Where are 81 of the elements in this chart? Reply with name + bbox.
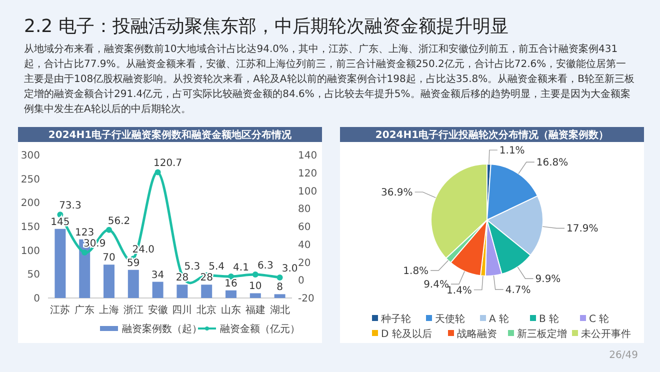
bar xyxy=(274,294,286,298)
data-label: 3.0 xyxy=(282,263,298,274)
x-tick-label: 上海 xyxy=(99,304,119,316)
legend-label: D 轮及以后 xyxy=(381,328,432,340)
y2-tick-label: -20 xyxy=(298,294,314,304)
legend-label: A 轮 xyxy=(489,313,510,325)
point xyxy=(228,273,234,280)
y2-tick-label: 40 xyxy=(298,240,311,251)
y-tick-label: 0 xyxy=(34,294,40,304)
legend-label: 未公开事件 xyxy=(581,328,631,340)
legend-label: 融资案例数（起） xyxy=(122,323,202,335)
data-label: 5.4 xyxy=(208,261,225,272)
legend-label: 战略融资 xyxy=(457,328,497,340)
bar xyxy=(201,284,212,298)
y2-tick-label: 140 xyxy=(298,150,318,162)
point xyxy=(154,169,161,176)
data-label: 6.3 xyxy=(257,260,274,272)
y-tick-label: 300 xyxy=(20,150,40,162)
y2-tick-label: 0 xyxy=(298,276,304,287)
x-tick-label: 浙江 xyxy=(123,304,144,316)
y-tick-label: 150 xyxy=(20,222,40,233)
legend-label: 新三板定增 xyxy=(517,328,567,340)
point xyxy=(252,271,258,278)
data-label: 56.2 xyxy=(108,216,130,227)
y-tick-label: 50 xyxy=(27,270,40,281)
chart-title: 2024H1电子行业投融轮次分布情况（融资案例数） xyxy=(375,129,609,141)
bar xyxy=(54,228,66,298)
x-tick-label: 福建 xyxy=(245,304,266,316)
data-label: 34 xyxy=(151,270,164,281)
data-label: 1.8% xyxy=(403,266,429,278)
x-tick-label: 山东 xyxy=(221,304,241,316)
y-tick-label: 100 xyxy=(20,246,40,257)
x-tick-label: 江苏 xyxy=(50,304,70,316)
bar xyxy=(104,264,114,298)
x-tick-label: 广东 xyxy=(74,304,95,316)
y2-tick-label: 60 xyxy=(298,222,311,233)
data-label: 36.9% xyxy=(381,188,413,199)
bar xyxy=(176,284,188,298)
text: 26/49 xyxy=(609,350,638,361)
data-label: 73.3 xyxy=(59,200,82,212)
data-label: 1.1% xyxy=(499,146,525,157)
point xyxy=(82,250,88,256)
data-label: 10 xyxy=(249,281,262,292)
legend-label: 种子轮 xyxy=(381,313,411,325)
legend-label: C 轮 xyxy=(589,313,610,325)
point xyxy=(276,274,283,280)
bar xyxy=(128,270,139,298)
data-label: 16.8% xyxy=(536,158,568,169)
x-tick-label: 安徽 xyxy=(148,304,168,316)
data-label: 1.4% xyxy=(446,285,472,296)
y2-tick-label: 120 xyxy=(298,168,318,180)
legend-label: 融资金额（亿元） xyxy=(220,323,300,335)
data-label: 59 xyxy=(127,258,140,269)
data-label: 5.3 xyxy=(184,261,200,272)
text: 从地域分布来看，融资案例数前10大地域合计占比达94.0%，其中，江苏、广东、上海、浙江和安徽位列前五，前五合计融资案例431起，合计占比77.9%。从融资金额来看，安徽、江苏和上海位列前三，前三合计融资金额250.2亿元，合计占比72.6%，安徽能位居第一主要是由于108亿股权融资影响。从投资轮次来看，A轮及A轮以前的融资案例合计198起，占比达35.8%。从融资金额来看，B轮至新三板定增的融资金额合计291.4亿元，占可实际比较融资金额的84.6%，占比较去年提升5%。融资金额后移的趋势明显，主要是因为大金额案例集中发生在A轮以后的中后期轮次。 xyxy=(24,42,636,117)
data-label: 9.9% xyxy=(535,274,561,286)
data-label: 120.7 xyxy=(153,158,182,170)
y2-tick-label: 80 xyxy=(298,204,311,216)
x-tick-label: 四川 xyxy=(172,304,192,316)
chart-title: 2024H1电子行业融资案例数和融资金额地区分布情况 xyxy=(48,129,293,141)
y2-tick-label: 100 xyxy=(298,186,318,198)
y-tick-label: 250 xyxy=(20,174,40,186)
point xyxy=(106,226,112,233)
y-tick-label: 200 xyxy=(20,198,40,210)
data-label: 17.9% xyxy=(566,224,598,235)
text: 2.2 电子：投融活动聚焦东部，中后期轮次融资金额提升明显 xyxy=(24,15,508,38)
data-label: 4.7% xyxy=(505,285,531,296)
bar xyxy=(226,290,236,298)
data-label: 16 xyxy=(224,278,238,290)
legend-label: B 轮 xyxy=(539,313,560,325)
x-tick-label: 北京 xyxy=(196,304,217,316)
bar xyxy=(152,282,164,298)
data-label: 9.4% xyxy=(424,280,449,291)
data-label: 123 xyxy=(75,227,94,238)
data-label: 70 xyxy=(102,252,116,264)
bar xyxy=(250,293,261,298)
y2-tick-label: 20 xyxy=(298,258,311,269)
x-tick-label: 湖北 xyxy=(270,304,290,316)
data-label: 8 xyxy=(276,282,283,294)
data-label: 4.1 xyxy=(233,262,249,274)
legend-label: 天使轮 xyxy=(435,313,465,325)
